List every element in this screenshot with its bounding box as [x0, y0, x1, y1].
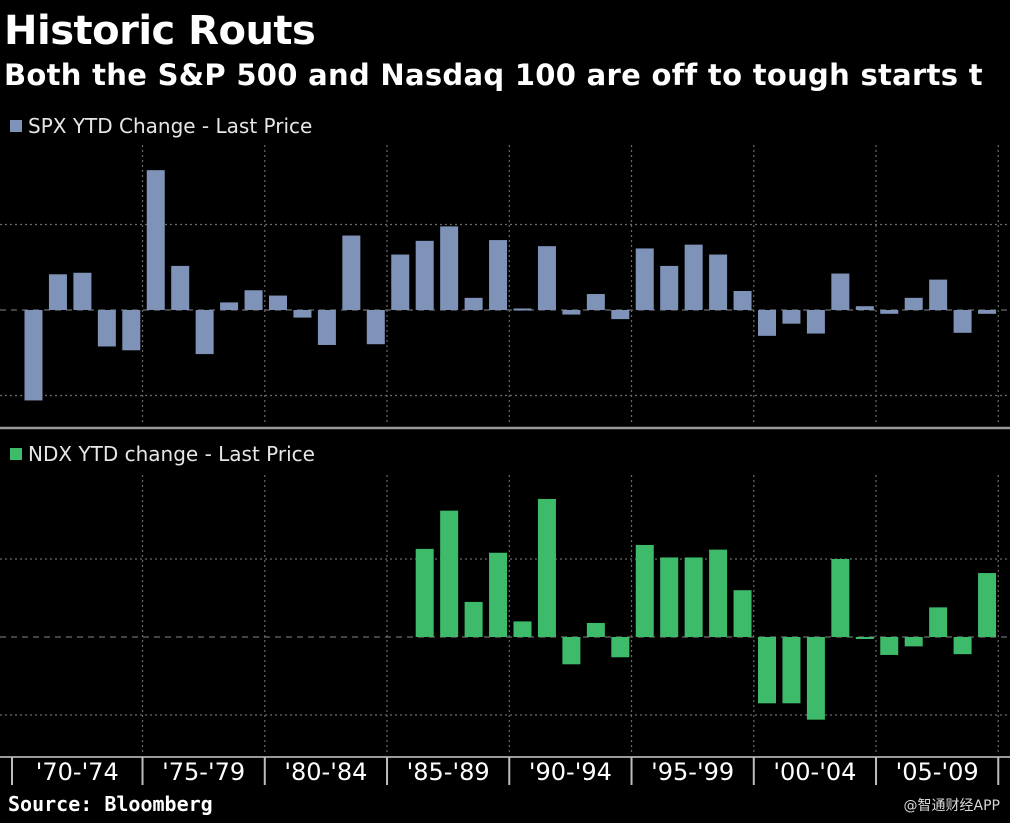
bar-spx-1974 [122, 310, 141, 351]
legend-label-spx: SPX YTD Change - Last Price [28, 114, 313, 138]
bar-spx-1973 [97, 310, 116, 347]
bar-ndx-2002 [806, 637, 825, 720]
bar-spx-2003 [831, 273, 850, 310]
bar-spx-1972 [73, 272, 92, 310]
bar-spx-2000 [758, 310, 776, 336]
bar-spx-1982 [317, 310, 336, 345]
bar-ndx-2005 [880, 637, 899, 655]
bar-spx-1991 [537, 246, 556, 310]
bar-ndx-1991 [537, 498, 556, 637]
bar-ndx-1994 [611, 637, 630, 658]
bar-spx-1988 [464, 297, 483, 310]
bar-spx-1970 [24, 310, 43, 401]
bar-ndx-1998 [709, 549, 728, 637]
bar-spx-1999 [733, 291, 752, 310]
legend-swatch-ndx [10, 448, 22, 460]
x-tick-label-1: '75-'79 [162, 758, 245, 786]
bar-ndx-2008 [953, 637, 972, 655]
legend-spx: SPX YTD Change - Last Price [10, 114, 312, 138]
bar-spx-2007 [929, 279, 948, 310]
x-tick-label-2: '80-'84 [284, 758, 367, 786]
bar-spx-1978 [220, 302, 239, 310]
bar-ndx-2007 [929, 607, 948, 637]
bar-spx-1976 [171, 265, 190, 310]
x-tick-label-7: '05-'09 [896, 758, 979, 786]
bar-spx-1994 [611, 310, 630, 320]
bar-ndx-1987 [440, 510, 459, 637]
bar-spx-2009 [978, 310, 997, 314]
bar-ndx-2003 [831, 559, 850, 637]
bar-spx-1986 [415, 240, 434, 310]
bar-ndx-1995 [635, 544, 654, 637]
bar-spx-2008 [953, 310, 972, 333]
bar-spx-1989 [489, 240, 508, 310]
bar-spx-1979 [244, 290, 263, 310]
chart-title: Historic Routs [4, 8, 316, 54]
chart-subtitle: Both the S&P 500 and Nasdaq 100 are off … [4, 58, 983, 92]
bar-ndx-2009 [978, 573, 997, 637]
bar-spx-1971 [48, 274, 67, 310]
bar-ndx-1988 [464, 601, 483, 637]
legend-ndx: NDX YTD change - Last Price [10, 442, 315, 466]
x-tick-label-4: '90-'94 [529, 758, 612, 786]
x-tick-label-0: '70-'74 [36, 758, 119, 786]
bar-ndx-1989 [489, 552, 508, 637]
bar-ndx-1993 [586, 622, 605, 637]
bar-spx-2006 [904, 297, 923, 310]
legend-swatch-spx [10, 120, 22, 132]
bar-ndx-1996 [660, 557, 679, 637]
bar-spx-1975 [146, 170, 165, 310]
bar-spx-1983 [342, 235, 361, 310]
source-note: Source: Bloomberg [8, 792, 213, 816]
bar-spx-1984 [366, 310, 385, 345]
bar-ndx-1990 [513, 621, 532, 637]
bar-spx-1993 [586, 294, 605, 310]
x-tick-label-3: '85-'89 [407, 758, 490, 786]
bar-ndx-2004 [855, 637, 874, 639]
bar-spx-2001 [782, 310, 801, 324]
bar-spx-1995 [635, 248, 654, 310]
bar-spx-1977 [195, 310, 214, 355]
bar-ndx-2001 [782, 637, 801, 704]
bar-spx-2005 [880, 310, 899, 314]
x-tick-label-6: '00-'04 [773, 758, 856, 786]
legend-label-ndx: NDX YTD change - Last Price [28, 442, 315, 466]
bar-ndx-1999 [733, 590, 752, 637]
bar-spx-1987 [440, 226, 459, 310]
bar-spx-1996 [660, 265, 679, 310]
bar-spx-1992 [562, 310, 581, 315]
bar-spx-2002 [806, 310, 825, 334]
bar-ndx-2006 [904, 637, 923, 647]
bar-ndx-1986 [415, 548, 434, 637]
x-tick-label-5: '95-'99 [651, 758, 734, 786]
bar-spx-1998 [709, 254, 728, 310]
bar-spx-1990 [513, 308, 532, 311]
bar-spx-1981 [293, 310, 312, 318]
watermark: @智通财经APP [903, 798, 1000, 814]
bar-spx-1980 [269, 295, 287, 310]
bar-ndx-2000 [758, 637, 776, 704]
bar-ndx-1992 [562, 637, 581, 665]
bar-ndx-1997 [684, 557, 703, 637]
bar-spx-1985 [391, 254, 410, 310]
bar-spx-2004 [855, 306, 874, 310]
bar-spx-1997 [684, 244, 703, 310]
